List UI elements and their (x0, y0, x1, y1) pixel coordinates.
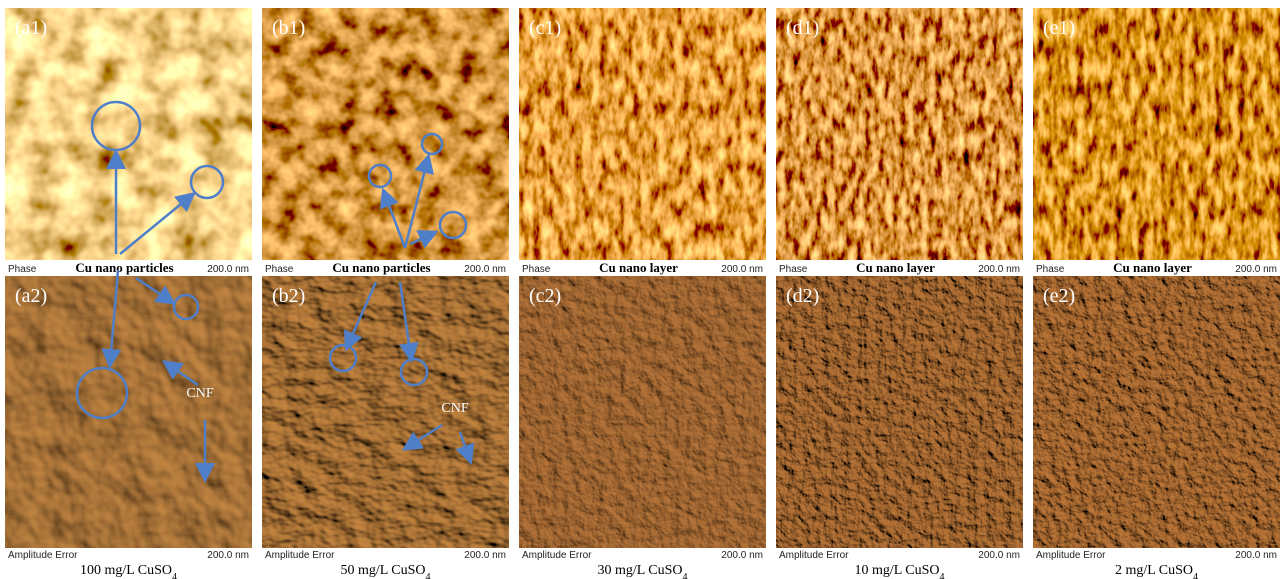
panel-label: (b1) (272, 17, 305, 39)
panel-label: (b2) (272, 285, 305, 307)
caption-text: 10 mg/L CuSO (854, 563, 939, 578)
caption-subscript: 4 (426, 572, 431, 579)
channel-label: Amplitude Error (779, 550, 849, 561)
annotation: Cu nano layer (1113, 260, 1192, 275)
panel-label: (a2) (15, 285, 47, 307)
caption-text: 100 mg/L CuSO (80, 563, 172, 578)
annotation: Cu nano particles (75, 260, 173, 275)
phase-image (262, 8, 509, 260)
channel-label: Phase (779, 264, 808, 275)
amplitude-image (262, 276, 509, 548)
channel-label: Phase (1036, 264, 1065, 275)
channel-label: Phase (8, 264, 37, 275)
panel-label: (c1) (529, 17, 561, 39)
channel-label: Phase (265, 264, 294, 275)
annotation: Cu nano layer (856, 260, 935, 275)
panel-label: (e2) (1043, 285, 1075, 307)
cnf-label: CNF (186, 386, 213, 401)
scale-label: 200.0 nm (721, 264, 763, 275)
phase-image (519, 8, 766, 260)
scale-label: 200.0 nm (464, 550, 506, 561)
channel-label: Amplitude Error (8, 550, 78, 561)
scale-label: 200.0 nm (1235, 550, 1277, 561)
amplitude-image (5, 276, 252, 548)
caption: 100 mg/L CuSO4 (80, 563, 177, 579)
caption: 2 mg/L CuSO4 (1115, 563, 1198, 579)
caption-subscript: 4 (940, 572, 945, 579)
amplitude-image (519, 276, 766, 548)
annotation: Cu nano particles (332, 260, 430, 275)
scale-label: 200.0 nm (207, 264, 249, 275)
caption: 30 mg/L CuSO4 (597, 563, 687, 579)
phase-image (776, 8, 1023, 260)
scale-label: 200.0 nm (721, 550, 763, 561)
panel-label: (d1) (786, 17, 819, 39)
channel-label: Phase (522, 264, 551, 275)
phase-image (5, 8, 252, 260)
caption: 10 mg/L CuSO4 (854, 563, 944, 579)
caption-subscript: 4 (683, 572, 688, 579)
caption-text: 30 mg/L CuSO (597, 563, 682, 578)
caption-text: 2 mg/L CuSO (1115, 563, 1193, 578)
scale-label: 200.0 nm (464, 264, 506, 275)
phase-image (1033, 8, 1280, 260)
caption-text: 50 mg/L CuSO (340, 563, 425, 578)
panel-label: (c2) (529, 285, 561, 307)
figure: (a1) (a2) Phase 200.0 nm Cu nano particles Am… (0, 0, 1282, 579)
channel-label: Amplitude Error (265, 550, 335, 561)
scale-label: 200.0 nm (978, 264, 1020, 275)
caption-subscript: 4 (172, 572, 177, 579)
amplitude-image (776, 276, 1023, 548)
cnf-label: CNF (441, 401, 468, 416)
scale-label: 200.0 nm (978, 550, 1020, 561)
amplitude-image (1033, 276, 1280, 548)
caption-subscript: 4 (1193, 572, 1198, 579)
channel-label: Amplitude Error (1036, 550, 1106, 561)
caption: 50 mg/L CuSO4 (340, 563, 430, 579)
scale-label: 200.0 nm (207, 550, 249, 561)
annotation: Cu nano layer (599, 260, 678, 275)
panel-label: (a1) (15, 17, 47, 39)
panel-label: (e1) (1043, 17, 1075, 39)
panel-label: (d2) (786, 285, 819, 307)
scale-label: 200.0 nm (1235, 264, 1277, 275)
channel-label: Amplitude Error (522, 550, 592, 561)
